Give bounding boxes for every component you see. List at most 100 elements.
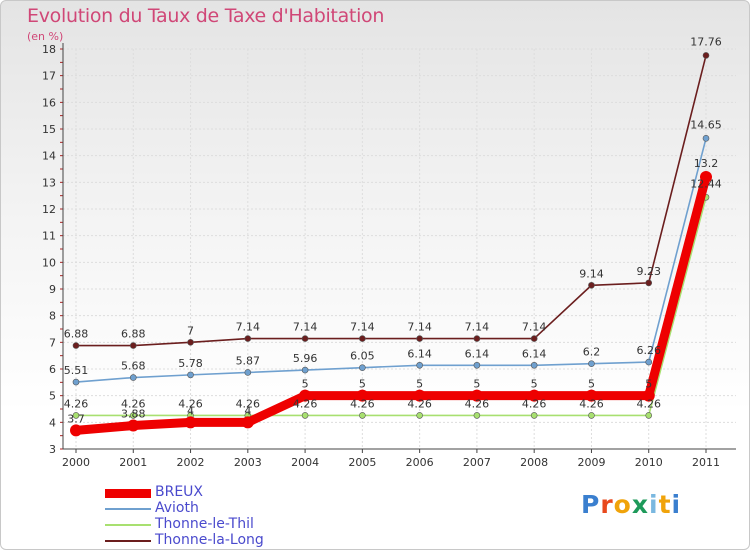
- x-tick-label: 2004: [291, 456, 319, 469]
- data-label-avioth: 6.14: [522, 347, 547, 360]
- y-tick-label: 13: [42, 176, 56, 189]
- legend-swatch-thonne-le-thil: [105, 524, 151, 526]
- data-point-thonne-la-long: [301, 335, 309, 342]
- data-label-breux: 4: [244, 404, 251, 417]
- data-label-thonne-la-long: 9.14: [579, 267, 604, 280]
- y-tick-label: 17: [42, 70, 56, 83]
- data-point-avioth: [588, 360, 595, 367]
- data-point-thonne-le-thil: [416, 412, 423, 419]
- data-point-avioth: [702, 135, 710, 142]
- data-label-avioth: 6.2: [583, 346, 601, 359]
- y-tick-label: 16: [42, 96, 56, 109]
- data-point-breux: [70, 424, 82, 437]
- logo-letter: i: [649, 490, 659, 519]
- data-point-breux: [700, 171, 712, 183]
- data-label-thonne-la-long: 6.88: [121, 328, 146, 341]
- data-label-thonne-le-thil: 4.26: [293, 397, 318, 410]
- x-tick-label: 2005: [348, 456, 376, 469]
- data-point-thonne-le-thil: [301, 412, 309, 419]
- legend-label-thonne-le-thil: Thonne-le-Thil: [155, 516, 254, 532]
- legend-label-thonne-la-long: Thonne-la-Long: [155, 532, 264, 548]
- logo-letter: o: [613, 490, 632, 519]
- data-point-breux: [470, 389, 483, 402]
- data-label-avioth: 5.68: [121, 360, 146, 373]
- data-label-avioth: 5.51: [64, 364, 89, 377]
- data-label-thonne-la-long: 7: [187, 324, 194, 337]
- x-tick-label: 2007: [463, 456, 491, 469]
- legend-swatch-breux: [105, 489, 151, 498]
- y-tick-label: 3: [49, 443, 56, 456]
- data-point-thonne-le-thil: [645, 412, 653, 419]
- data-point-breux: [642, 389, 655, 402]
- data-point-avioth: [187, 371, 194, 379]
- data-label-thonne-la-long: 6.88: [64, 328, 89, 341]
- data-point-thonne-le-thil: [588, 412, 595, 419]
- data-label-thonne-le-thil: 12.44: [690, 177, 722, 190]
- data-point-thonne-la-long: [359, 335, 366, 342]
- data-label-breux: 3.88: [121, 408, 146, 421]
- x-tick-label: 2009: [577, 456, 605, 469]
- legend-swatch-thonne-la-long: [105, 540, 151, 542]
- x-tick-label: 2000: [62, 456, 90, 469]
- legend-label-avioth: Avioth: [155, 500, 199, 516]
- y-tick-label: 7: [49, 336, 56, 349]
- x-tick-label: 2011: [692, 456, 720, 469]
- data-label-avioth: 6.14: [407, 347, 432, 360]
- data-label-thonne-le-thil: 4.26: [64, 397, 89, 410]
- data-point-thonne-la-long: [244, 335, 252, 342]
- series-line-avioth: [75, 137, 707, 383]
- data-label-breux: 5: [473, 378, 480, 391]
- data-label-thonne-le-thil: 4.26: [178, 397, 203, 410]
- x-tick-label: 2008: [520, 456, 548, 469]
- data-label-breux: 4: [187, 404, 194, 417]
- data-point-breux: [241, 416, 254, 429]
- logo-letter: i: [671, 490, 682, 519]
- data-label-breux: 5: [302, 378, 309, 391]
- data-point-thonne-la-long: [702, 52, 710, 59]
- data-label-breux: 13.2: [694, 157, 719, 170]
- data-point-breux: [413, 389, 426, 402]
- data-label-thonne-la-long: 7.14: [293, 321, 318, 334]
- data-label-breux: 5: [645, 378, 652, 391]
- y-tick-label: 15: [42, 123, 56, 136]
- data-label-avioth: 6.05: [350, 350, 375, 363]
- y-tick-label: 14: [42, 150, 56, 163]
- data-label-avioth: 5.87: [236, 354, 261, 367]
- series-line-breux: [71, 172, 711, 435]
- data-point-breux: [528, 389, 541, 402]
- data-point-thonne-le-thil: [530, 412, 538, 419]
- data-point-avioth: [244, 369, 252, 376]
- data-label-thonne-le-thil: 4.26: [522, 397, 547, 410]
- series-line-thonne-le-thil: [75, 196, 707, 417]
- data-label-breux: 3.7: [67, 412, 85, 425]
- y-tick-label: 12: [42, 203, 56, 216]
- x-tick-label: 2002: [177, 456, 205, 469]
- data-point-avioth: [359, 364, 366, 371]
- data-point-thonne-la-long: [588, 281, 595, 289]
- x-tick-label: 2006: [406, 456, 434, 469]
- legend-swatch-avioth: [105, 508, 151, 510]
- data-label-thonne-le-thil: 4.26: [236, 397, 261, 410]
- data-point-thonne-la-long: [129, 342, 137, 349]
- logo-letter: x: [631, 490, 649, 519]
- y-tick-label: 11: [42, 230, 56, 243]
- chart-title: Evolution du Taux de Taxe d'Habitation: [27, 5, 385, 27]
- data-label-thonne-le-thil: 4.26: [350, 397, 375, 410]
- y-tick-label: 18: [42, 43, 56, 56]
- x-tick-label: 2010: [635, 456, 663, 469]
- data-point-avioth: [72, 378, 80, 386]
- data-label-breux: 5: [531, 378, 538, 391]
- data-point-breux: [356, 389, 369, 402]
- logo-letter: P: [581, 490, 601, 519]
- proxiti-logo: Proxiti: [581, 490, 681, 519]
- data-label-thonne-la-long: 17.76: [690, 35, 722, 48]
- data-point-breux: [299, 389, 312, 402]
- y-tick-label: 4: [49, 416, 56, 429]
- x-tick-label: 2001: [119, 456, 147, 469]
- logo-letter: r: [600, 490, 614, 519]
- y-tick-label: 10: [42, 256, 56, 269]
- data-label-avioth: 5.96: [293, 352, 318, 365]
- data-point-avioth: [416, 361, 423, 369]
- data-point-avioth: [473, 361, 481, 369]
